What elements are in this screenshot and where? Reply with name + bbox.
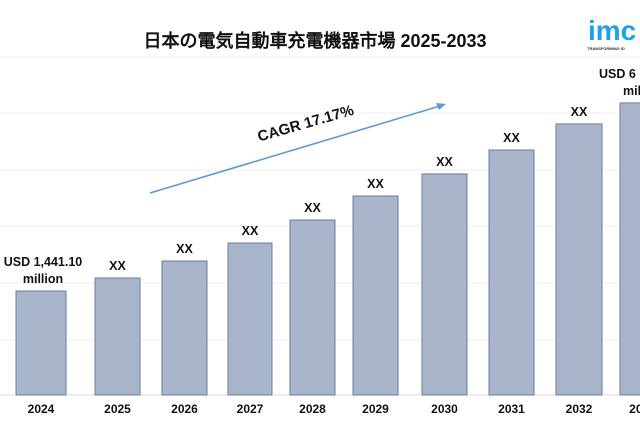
data-label: XX [304, 201, 321, 215]
data-label: USD 6 [599, 67, 636, 81]
x-tick-label: 2030 [431, 402, 458, 416]
bar-2029 [352, 195, 399, 396]
x-tick-label: 2025 [104, 402, 131, 416]
bar-2031 [488, 149, 535, 396]
x-tick-label: 2026 [171, 402, 198, 416]
bar-2025 [94, 277, 141, 396]
x-tick-label: 2024 [28, 402, 55, 416]
data-label: XX [242, 224, 259, 238]
data-label: XX [367, 177, 384, 191]
bar-2027 [227, 242, 273, 396]
data-label: million [23, 272, 63, 286]
bar-2028 [289, 219, 336, 396]
data-label: USD 1,441.10 [4, 255, 83, 269]
cagr-arrow [149, 103, 446, 194]
x-tick-label: 2029 [362, 402, 389, 416]
data-label: XX [109, 259, 126, 273]
logo: imc TRANSFORMING ID [587, 15, 636, 51]
x-tick-label: 2032 [566, 402, 593, 416]
bar-2030 [421, 173, 468, 396]
data-label: XX [571, 105, 588, 119]
data-label: XX [436, 155, 453, 169]
x-tick-label: 2033 [629, 402, 640, 416]
bar-2033 [619, 102, 640, 396]
bar-2024 [15, 290, 67, 396]
logo-tagline: TRANSFORMING ID [587, 46, 625, 51]
x-tick-label: 2028 [299, 402, 326, 416]
cagr-label: CAGR 17.17% [256, 102, 356, 146]
x-tick-label: 2031 [498, 402, 525, 416]
data-label: mil [623, 84, 640, 98]
bar-2032 [555, 123, 603, 396]
x-tick-label: 2027 [237, 402, 264, 416]
logo-text: imc [588, 15, 636, 46]
data-label: XX [176, 242, 193, 256]
bar-2026 [161, 260, 208, 396]
chart-title: 日本の電気自動車充電機器市場 2025-2033 [143, 30, 486, 51]
data-label: XX [503, 131, 520, 145]
